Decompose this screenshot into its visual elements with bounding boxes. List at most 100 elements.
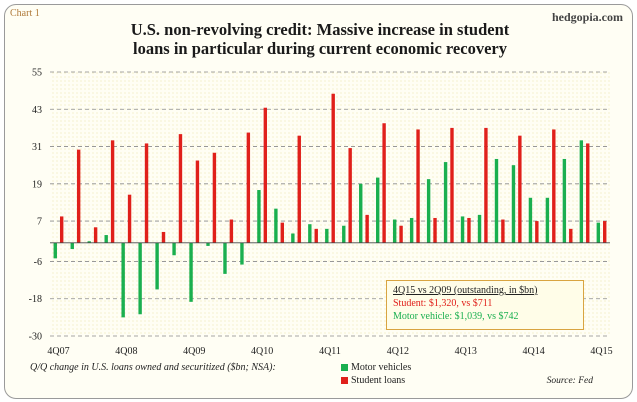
bar-motor-vehicles bbox=[308, 224, 312, 243]
bar-motor-vehicles bbox=[359, 183, 363, 243]
bar-student-loans bbox=[382, 123, 386, 243]
brand-label: hedgopia.com bbox=[551, 10, 623, 24]
legend-swatch-motor bbox=[341, 364, 348, 372]
legend-item-motor: Motor vehicles bbox=[341, 362, 411, 373]
bar-motor-vehicles bbox=[562, 158, 567, 243]
bar-student-loans bbox=[416, 129, 420, 243]
bar-student-loans bbox=[399, 225, 403, 243]
x-tick-label: 4Q09 bbox=[183, 346, 205, 357]
bar-student-loans bbox=[195, 160, 200, 243]
y-tick-label: 31 bbox=[32, 142, 42, 153]
bar-student-loans bbox=[110, 140, 115, 243]
bar-student-loans bbox=[178, 134, 183, 243]
x-tick-label: 4Q13 bbox=[455, 346, 477, 357]
bar-student-loans bbox=[93, 227, 98, 243]
bar-motor-vehicles bbox=[291, 233, 295, 243]
annotation-line-1: 4Q15 vs 2Q09 (outstanding, in $bn) bbox=[393, 285, 538, 296]
bar-student-loans bbox=[518, 135, 522, 243]
x-tick-label: 4Q12 bbox=[387, 346, 409, 357]
chart-title-line-1: U.S. non-revolving credit: Massive incre… bbox=[130, 20, 510, 39]
x-tick-label: 4Q07 bbox=[47, 346, 69, 357]
bar-student-loans bbox=[484, 127, 488, 243]
legend-caption: Q/Q change in U.S. loans owned and secur… bbox=[30, 362, 276, 373]
annotation-line-3: Motor vehicle: $1,039, vs $742 bbox=[393, 311, 519, 322]
y-tick-label: -18 bbox=[29, 294, 42, 305]
bar-student-loans bbox=[144, 143, 149, 243]
annotation-line-2: Student: $1,320, vs $711 bbox=[393, 298, 493, 309]
bar-student-loans bbox=[569, 228, 573, 243]
bar-motor-vehicles bbox=[409, 217, 414, 243]
bar-motor-vehicles bbox=[376, 177, 380, 243]
y-tick-label: 43 bbox=[32, 105, 42, 116]
bar-student-loans bbox=[314, 228, 318, 243]
bar-student-loans bbox=[297, 135, 301, 243]
bar-student-loans bbox=[76, 149, 81, 243]
x-tick-label: 4Q08 bbox=[115, 346, 137, 357]
bar-student-loans bbox=[59, 216, 64, 243]
bar-student-loans bbox=[246, 132, 251, 243]
bar-student-loans bbox=[365, 214, 369, 243]
y-tick-label: -6 bbox=[34, 257, 42, 268]
chart-number-label: Chart 1 bbox=[10, 8, 40, 19]
bar-motor-vehicles bbox=[240, 242, 244, 265]
bar-student-loans bbox=[433, 217, 437, 243]
bar-motor-vehicles bbox=[579, 140, 584, 243]
annotation-box: 4Q15 vs 2Q09 (outstanding, in $bn) Stude… bbox=[386, 280, 584, 330]
bar-student-loans bbox=[603, 221, 607, 243]
bar-motor-vehicles bbox=[87, 241, 91, 243]
bar-student-loans bbox=[161, 231, 166, 243]
bar-student-loans bbox=[127, 194, 132, 243]
bar-motor-vehicles bbox=[511, 165, 516, 243]
bar-student-loans bbox=[552, 129, 556, 243]
bar-motor-vehicles bbox=[104, 235, 108, 243]
bar-motor-vehicles bbox=[392, 219, 397, 243]
bar-student-loans bbox=[212, 152, 217, 243]
legend-label-motor: Motor vehicles bbox=[351, 362, 412, 373]
bar-motor-vehicles bbox=[155, 242, 159, 290]
y-tick-label: -30 bbox=[29, 332, 42, 343]
bar-student-loans bbox=[229, 219, 234, 243]
x-tick-label: 4Q10 bbox=[251, 346, 273, 357]
bar-motor-vehicles bbox=[426, 179, 431, 243]
bar-motor-vehicles bbox=[443, 162, 448, 243]
y-tick-label: 55 bbox=[32, 68, 42, 79]
bar-motor-vehicles bbox=[223, 242, 227, 274]
bar-motor-vehicles bbox=[274, 208, 278, 243]
bar-student-loans bbox=[450, 127, 454, 243]
bar-student-loans bbox=[501, 219, 505, 243]
x-tick-label: 4Q14 bbox=[523, 346, 545, 357]
bar-motor-vehicles bbox=[257, 190, 261, 243]
chart-title-line-2: loans in particular during current econo… bbox=[133, 39, 507, 58]
bar-motor-vehicles bbox=[342, 225, 346, 243]
legend-swatch-student bbox=[341, 377, 348, 385]
bar-motor-vehicles bbox=[596, 222, 601, 243]
bar-student-loans bbox=[467, 217, 471, 243]
y-tick-label: 19 bbox=[32, 179, 42, 190]
x-tick-label: 4Q11 bbox=[319, 346, 341, 357]
x-tick-label: 4Q15 bbox=[590, 346, 612, 357]
bar-motor-vehicles bbox=[545, 197, 550, 243]
bar-motor-vehicles bbox=[172, 242, 176, 256]
chart-title: U.S. non-revolving credit: Massive incre… bbox=[60, 20, 580, 58]
bar-motor-vehicles bbox=[138, 242, 142, 315]
bar-student-loans bbox=[331, 93, 335, 243]
bar-motor-vehicles bbox=[325, 228, 329, 243]
bar-student-loans bbox=[535, 221, 539, 243]
bar-student-loans bbox=[586, 143, 590, 243]
legend-label-student: Student loans bbox=[351, 375, 406, 386]
bar-motor-vehicles bbox=[189, 242, 193, 302]
bar-motor-vehicles bbox=[70, 242, 74, 250]
bar-motor-vehicles bbox=[477, 214, 482, 243]
legend-item-student: Student loans bbox=[341, 375, 405, 386]
bar-motor-vehicles bbox=[53, 242, 57, 259]
bar-motor-vehicles bbox=[206, 242, 210, 246]
bar-motor-vehicles bbox=[121, 242, 125, 318]
bar-motor-vehicles bbox=[460, 216, 465, 243]
bar-student-loans bbox=[280, 222, 284, 243]
bar-student-loans bbox=[348, 148, 352, 243]
y-tick-label: 7 bbox=[37, 217, 42, 228]
source-note: Source: Fed bbox=[546, 376, 593, 386]
bar-student-loans bbox=[263, 107, 268, 243]
bar-motor-vehicles bbox=[494, 158, 499, 243]
